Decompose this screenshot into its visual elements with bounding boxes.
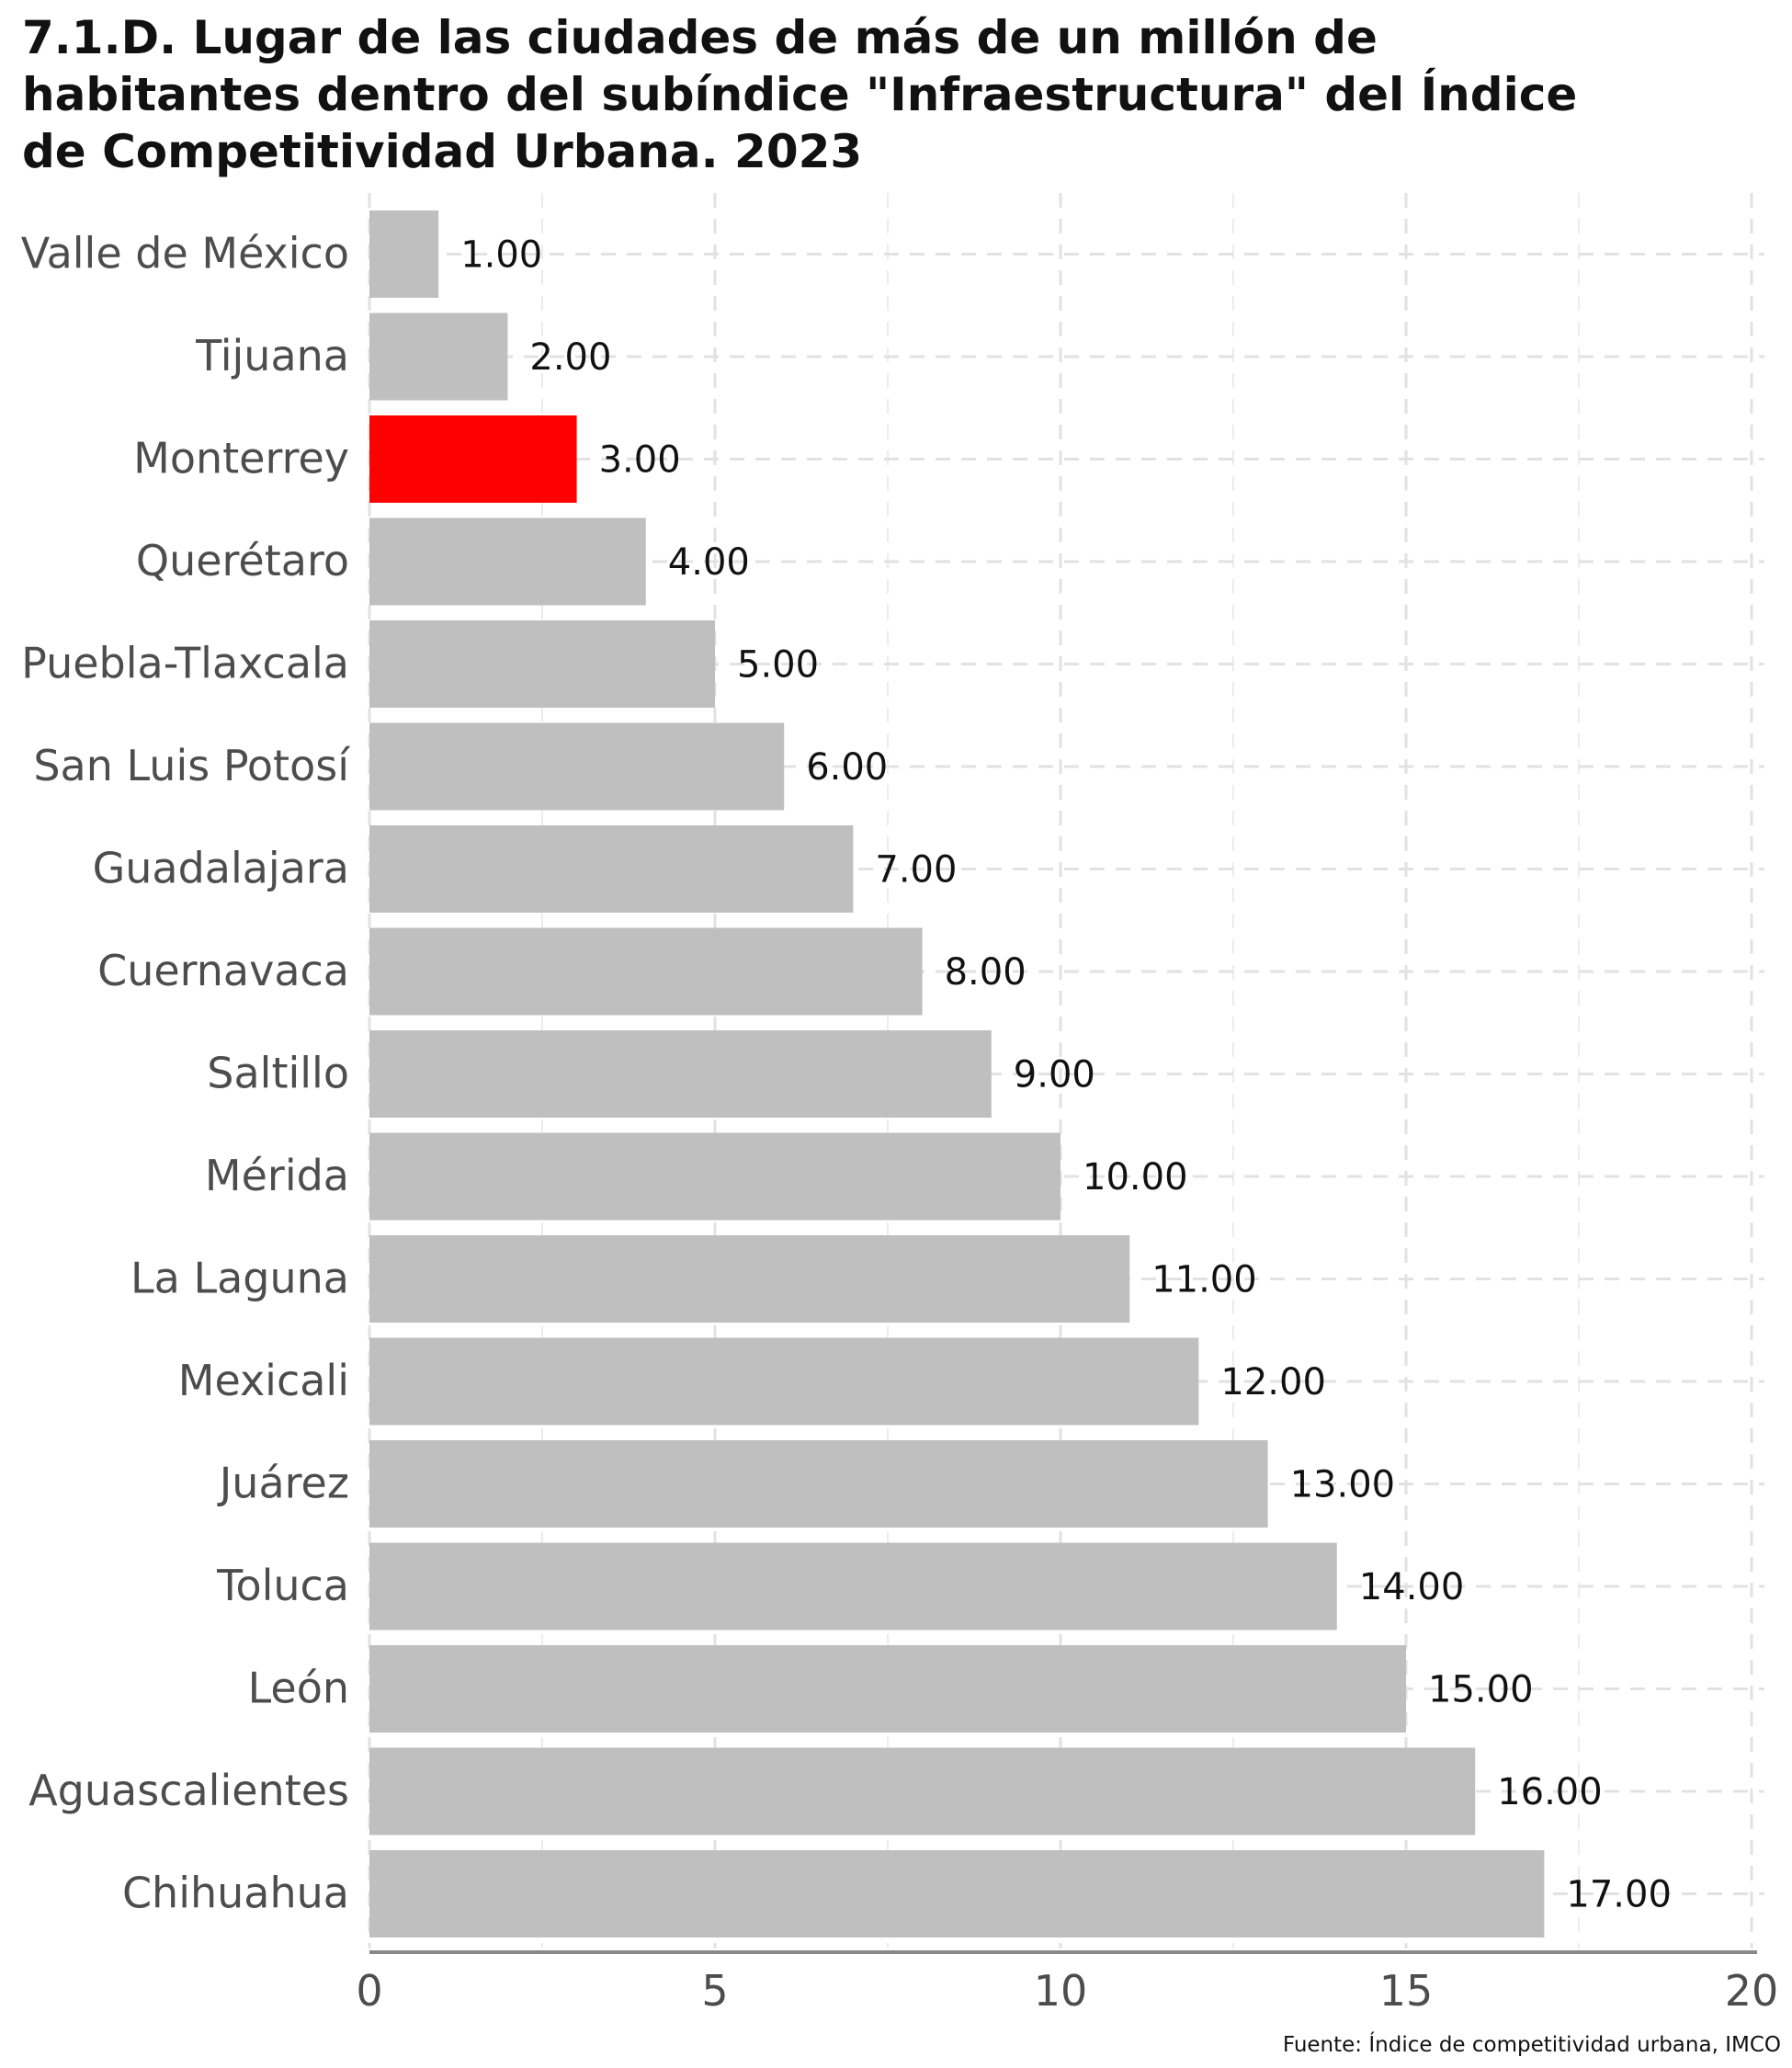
- category-label: Juárez: [217, 1459, 349, 1508]
- category-labels: Valle de México Tijuana Monterrey Querétaro…: [21, 229, 351, 1918]
- bars: [369, 210, 1545, 1937]
- bar: [369, 415, 577, 503]
- value-label: 2.00: [529, 336, 611, 379]
- x-tick-label: 0: [356, 1966, 382, 2016]
- value-label: 11.00: [1151, 1259, 1257, 1301]
- value-label: 4.00: [668, 541, 750, 584]
- value-label: 8.00: [945, 951, 1026, 994]
- bar: [369, 1440, 1268, 1528]
- source-note: Fuente: Índice de competitividad urbana,…: [1282, 2033, 1781, 2057]
- x-tick-label: 15: [1379, 1966, 1434, 2016]
- value-label: 10.00: [1083, 1156, 1188, 1199]
- value-label: 9.00: [1014, 1054, 1095, 1096]
- bar: [369, 1850, 1545, 1937]
- bar: [369, 1645, 1406, 1733]
- category-label: San Luis Potosí: [33, 741, 350, 790]
- x-tick-label: 10: [1034, 1966, 1088, 2016]
- bar: [369, 620, 715, 708]
- category-label: Toluca: [216, 1561, 349, 1610]
- bar: [369, 1337, 1199, 1426]
- value-label: 17.00: [1566, 1874, 1672, 1916]
- chart-title: 7.1.D. Lugar de las ciudades de más de u…: [22, 9, 1750, 180]
- category-label: Mexicali: [178, 1356, 349, 1405]
- category-label: Saltillo: [207, 1049, 349, 1098]
- value-label: 15.00: [1428, 1669, 1534, 1711]
- bar: [369, 927, 923, 1016]
- value-label: 7.00: [875, 849, 957, 892]
- bar: [369, 1235, 1130, 1323]
- category-label: Valle de México: [21, 229, 349, 278]
- category-label: Puebla-Tlaxcala: [21, 639, 349, 688]
- category-label: Mérida: [205, 1151, 349, 1200]
- bar: [369, 210, 439, 298]
- chart-title-line-2: habitantes dentro del subíndice "Infraes…: [22, 68, 1578, 121]
- category-label: Monterrey: [133, 434, 349, 483]
- value-label: 6.00: [806, 746, 888, 789]
- bar: [369, 517, 646, 606]
- chart-title-line-1: 7.1.D. Lugar de las ciudades de más de u…: [22, 11, 1378, 64]
- value-label: 16.00: [1497, 1771, 1603, 1813]
- value-label: 3.00: [599, 439, 681, 482]
- category-label: La Laguna: [130, 1254, 349, 1303]
- value-label: 14.00: [1359, 1566, 1465, 1608]
- x-tick-label: 20: [1725, 1966, 1779, 2016]
- category-label: Aguascalientes: [28, 1766, 349, 1815]
- value-label: 12.00: [1220, 1361, 1326, 1403]
- value-labels: 1.00 2.00 3.00 4.00 5.00 6.00 7.00 8.00 9.00 10.0…: [460, 234, 1672, 1916]
- category-label: Tijuana: [195, 331, 349, 381]
- category-label: Querétaro: [136, 536, 349, 585]
- category-label: Cuernavaca: [97, 946, 349, 995]
- chart-title-line-3: de Competitividad Urbana. 2023: [22, 125, 863, 178]
- x-tick-label: 5: [701, 1966, 728, 2016]
- value-label: 13.00: [1290, 1464, 1396, 1506]
- value-label: 5.00: [737, 644, 819, 687]
- bar: [369, 312, 508, 401]
- x-axis: 0 5 10 15 20: [356, 1950, 1779, 2016]
- bar: [369, 1747, 1476, 1835]
- category-label: León: [248, 1664, 349, 1713]
- bar: [369, 722, 785, 811]
- bar: [369, 1132, 1060, 1221]
- category-label: Guadalajara: [93, 844, 349, 893]
- bar: [369, 1542, 1337, 1631]
- category-label: Chihuahua: [122, 1869, 349, 1918]
- bar: [369, 825, 854, 913]
- value-label: 1.00: [460, 234, 542, 277]
- bar: [369, 1030, 992, 1118]
